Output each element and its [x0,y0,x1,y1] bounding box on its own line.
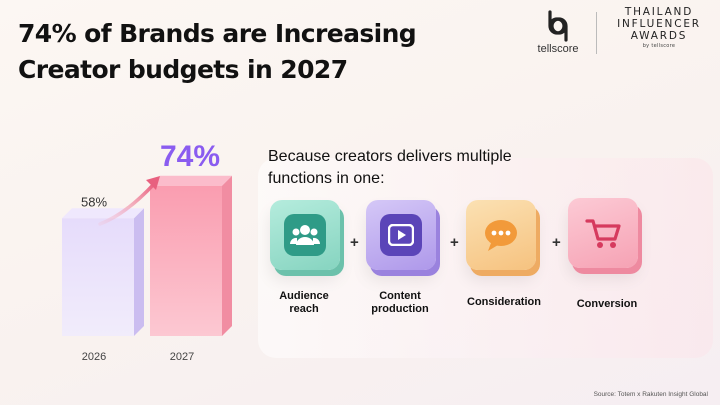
logo-divider [596,12,597,54]
source-note: Source: Totem x Rakuten Insight Global [593,391,708,398]
functions-title: Because creators delivers multiple funct… [268,148,512,187]
awards-line-3: AWARDS [630,30,688,42]
plus-separator: + [350,234,359,251]
function-card-audience-reach [270,200,340,270]
shopping-cart-icon [582,212,624,254]
bar-side [222,175,232,336]
bar-chart: 58% 2026 74% 2027 [62,140,232,363]
headline: 74% of Brands are Increasing Creator bud… [18,16,488,88]
function-card-consideration [466,200,536,270]
people-icon [284,214,326,256]
bar-value-label: 58% [81,194,107,209]
category-label: 2026 [82,351,106,363]
headline-line-1: 74% of Brands are Increasing [18,19,417,48]
bar-2027 [150,185,222,336]
bar-2026 [62,218,134,336]
function-card-conversion [568,198,638,268]
function-label-conversion: Conversion [576,298,638,310]
function-label-audience-reach: Audience reach [279,290,329,315]
thailand-influencer-awards-logo: THAILAND INFLUENCER AWARDS by tellscore [604,6,714,49]
bar-top [150,175,232,186]
plus-separator: + [450,234,459,251]
tellscore-wordmark: tellscore [537,43,579,55]
awards-line-2: INFLUENCER [617,18,701,30]
awards-by-line: by tellscore [642,43,676,49]
headline-line-2: Creator budgets in 2027 [18,55,348,84]
growth-arrow-icon [98,176,160,226]
category-label: 2027 [170,351,194,363]
awards-line-1: THAILAND [624,6,694,18]
tellscore-mark-icon [548,10,568,42]
function-label-consideration: Consideration [467,296,541,308]
tellscore-logo: tellscore [528,10,588,60]
bar-value-label: 74% [160,140,220,173]
bar-side [134,208,144,336]
play-video-icon [380,214,422,256]
function-card-content-production [366,200,436,270]
plus-separator: + [552,234,561,251]
chat-bubble-icon [480,214,522,256]
function-label-content-production: Content production [371,290,429,315]
